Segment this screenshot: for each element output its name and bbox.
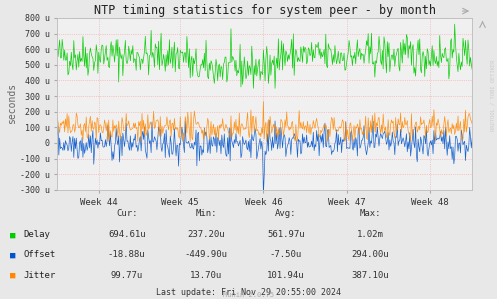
Title: NTP timing statistics for system peer - by month: NTP timing statistics for system peer - …: [93, 4, 436, 17]
Text: Max:: Max:: [359, 209, 381, 218]
Text: Last update: Fri Nov 29 20:55:00 2024: Last update: Fri Nov 29 20:55:00 2024: [156, 288, 341, 297]
Text: RRDTOOL / TOBI OETIKER: RRDTOOL / TOBI OETIKER: [491, 60, 496, 132]
Text: ■: ■: [10, 250, 15, 259]
Text: 1.02m: 1.02m: [357, 230, 384, 239]
Text: -18.88u: -18.88u: [108, 250, 146, 259]
Text: -449.90u: -449.90u: [185, 250, 228, 259]
Text: -7.50u: -7.50u: [270, 250, 302, 259]
Text: Cur:: Cur:: [116, 209, 138, 218]
Text: ■: ■: [10, 271, 15, 280]
Text: Avg:: Avg:: [275, 209, 297, 218]
Text: Min:: Min:: [195, 209, 217, 218]
Y-axis label: seconds: seconds: [7, 83, 17, 124]
Text: 694.61u: 694.61u: [108, 230, 146, 239]
Text: Delay: Delay: [24, 230, 51, 239]
Text: 13.70u: 13.70u: [190, 271, 222, 280]
Text: 99.77u: 99.77u: [111, 271, 143, 280]
Text: 237.20u: 237.20u: [187, 230, 225, 239]
Text: Munin 2.0.75: Munin 2.0.75: [223, 292, 274, 298]
Text: 294.00u: 294.00u: [351, 250, 389, 259]
Text: Offset: Offset: [24, 250, 56, 259]
Text: 387.10u: 387.10u: [351, 271, 389, 280]
Text: 561.97u: 561.97u: [267, 230, 305, 239]
Text: Jitter: Jitter: [24, 271, 56, 280]
Text: ■: ■: [10, 230, 15, 239]
Text: 101.94u: 101.94u: [267, 271, 305, 280]
